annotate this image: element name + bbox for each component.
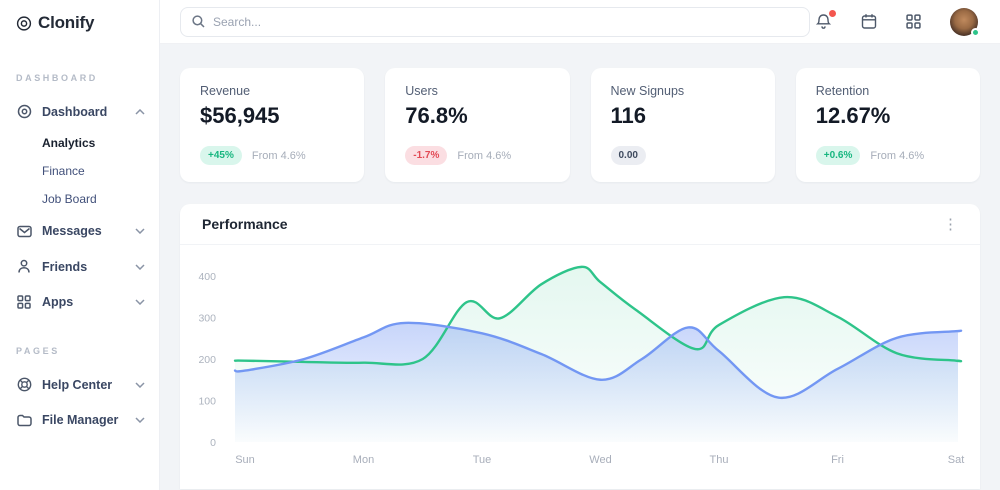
series-green-line — [233, 265, 963, 366]
content: Revenue $56,945 +45% From 4.6% Users 76.… — [160, 44, 1000, 489]
sidebar-item-apps[interactable]: Apps — [16, 295, 145, 309]
kebab-menu-icon[interactable]: ⋮ — [943, 215, 958, 233]
sidebar-item-label: Friends — [42, 259, 88, 274]
bell-icon[interactable] — [815, 9, 836, 31]
sidebar-item-help-center[interactable]: Help Center — [16, 377, 145, 392]
stat-cards: Revenue $56,945 +45% From 4.6% Users 76.… — [180, 68, 980, 182]
sidebar-item-messages[interactable]: Messages — [16, 224, 145, 238]
sidebar-item-dashboard[interactable]: Dashboard — [16, 104, 145, 119]
chevron-down-icon — [135, 299, 145, 305]
y-axis-tick: 400 — [198, 271, 216, 283]
online-status-dot — [971, 27, 980, 37]
y-axis-tick: 0 — [210, 437, 216, 449]
calendar-icon[interactable] — [861, 13, 877, 30]
file-manager-icon — [16, 414, 32, 427]
topbar-actions — [815, 7, 980, 37]
stat-value: 12.67% — [815, 103, 891, 128]
stat-card-new-signups: New Signups 116 0.00 — [590, 68, 775, 182]
grid-icon[interactable] — [906, 14, 921, 29]
x-axis-label: Thu — [710, 454, 729, 466]
section-label-pages: PAGES — [16, 346, 60, 356]
section-label-dashboard: DASHBOARD — [16, 73, 98, 83]
help-center-icon — [16, 377, 32, 392]
sidebar: Clonify DASHBOARD Dashboard Analytics Fi… — [0, 0, 160, 490]
x-axis-label: Tue — [473, 454, 492, 466]
avatar[interactable] — [950, 7, 980, 37]
brand-logo[interactable]: Clonify — [16, 13, 145, 33]
y-axis-tick: 300 — [198, 313, 216, 325]
x-axis-label: Sun — [235, 454, 255, 466]
chevron-up-icon — [135, 108, 145, 115]
stat-badge: -1.7% — [405, 146, 448, 165]
chevron-down-icon — [135, 381, 145, 388]
sidebar-item-label: Messages — [42, 224, 102, 238]
y-axis-tick: 100 — [198, 396, 216, 408]
sidebar-item-label: File Manager — [42, 413, 119, 427]
performance-chart: 0 100 200 300 400 Sun Mon Tue Wed Thu Fri Sat — [180, 245, 980, 489]
stat-value: 116 — [610, 103, 647, 128]
sidebar-subitem-job-board[interactable]: Job Board — [42, 192, 97, 206]
stat-title: New Signups — [610, 84, 685, 98]
series-blue-line — [233, 321, 963, 399]
bell-notification-dot — [829, 9, 836, 17]
sidebar-subitem-finance[interactable]: Finance — [42, 164, 85, 178]
clonify-logo-icon — [16, 14, 32, 33]
sidebar-item-label: Apps — [42, 295, 74, 309]
stat-title: Revenue — [200, 84, 251, 98]
sidebar-item-label: Help Center — [42, 377, 113, 392]
topbar — [160, 0, 1000, 44]
stat-card-retention: Retention 12.67% +0.6% From 4.6% — [795, 68, 980, 182]
brand-name: Clonify — [38, 13, 95, 32]
main-area: Revenue $56,945 +45% From 4.6% Users 76.… — [160, 0, 1000, 490]
dashboard-icon — [16, 104, 32, 119]
y-axis-tick: 200 — [198, 354, 216, 366]
stat-title: Users — [405, 84, 438, 98]
series-blue-area — [235, 322, 962, 442]
x-axis-label: Sat — [948, 454, 965, 466]
stat-title: Retention — [815, 84, 870, 98]
panel-header: Performance ⋮ — [180, 204, 980, 245]
x-axis-label: Mon — [353, 454, 374, 466]
stat-badge: +0.6% — [815, 146, 861, 165]
stat-note: From 4.6% — [251, 149, 306, 162]
stat-value: $56,945 — [200, 103, 280, 128]
panel-title: Performance — [202, 216, 288, 232]
messages-icon — [16, 225, 32, 238]
sidebar-item-file-manager[interactable]: File Manager — [16, 413, 145, 427]
search-icon — [192, 15, 205, 28]
x-axis-label: Wed — [589, 454, 611, 466]
stat-note: From 4.6% — [457, 149, 512, 162]
search-bar[interactable] — [180, 6, 810, 37]
performance-chart-svg: 0 100 200 300 400 Sun Mon Tue Wed Thu Fri Sat — [198, 265, 965, 466]
chevron-down-icon — [135, 263, 145, 270]
stat-value: 76.8% — [405, 103, 468, 128]
sidebar-item-friends[interactable]: Friends — [16, 259, 145, 274]
sidebar-item-label: Dashboard — [42, 104, 108, 119]
chevron-down-icon — [135, 228, 145, 234]
stat-card-revenue: Revenue $56,945 +45% From 4.6% — [180, 68, 365, 182]
stat-note: From 4.6% — [870, 149, 925, 162]
sidebar-subitem-analytics[interactable]: Analytics — [42, 136, 96, 150]
x-axis-label: Fri — [831, 454, 844, 466]
friends-icon — [16, 259, 32, 274]
dashboard-sub-list: Analytics Finance Job Board — [42, 136, 145, 206]
performance-panel: Performance ⋮ — [180, 204, 980, 489]
stat-badge: 0.00 — [610, 146, 646, 165]
stat-badge: +45% — [200, 146, 242, 165]
chevron-down-icon — [135, 417, 145, 423]
apps-icon — [16, 295, 32, 309]
search-input[interactable] — [213, 14, 798, 29]
stat-card-users: Users 76.8% -1.7% From 4.6% — [385, 68, 570, 182]
